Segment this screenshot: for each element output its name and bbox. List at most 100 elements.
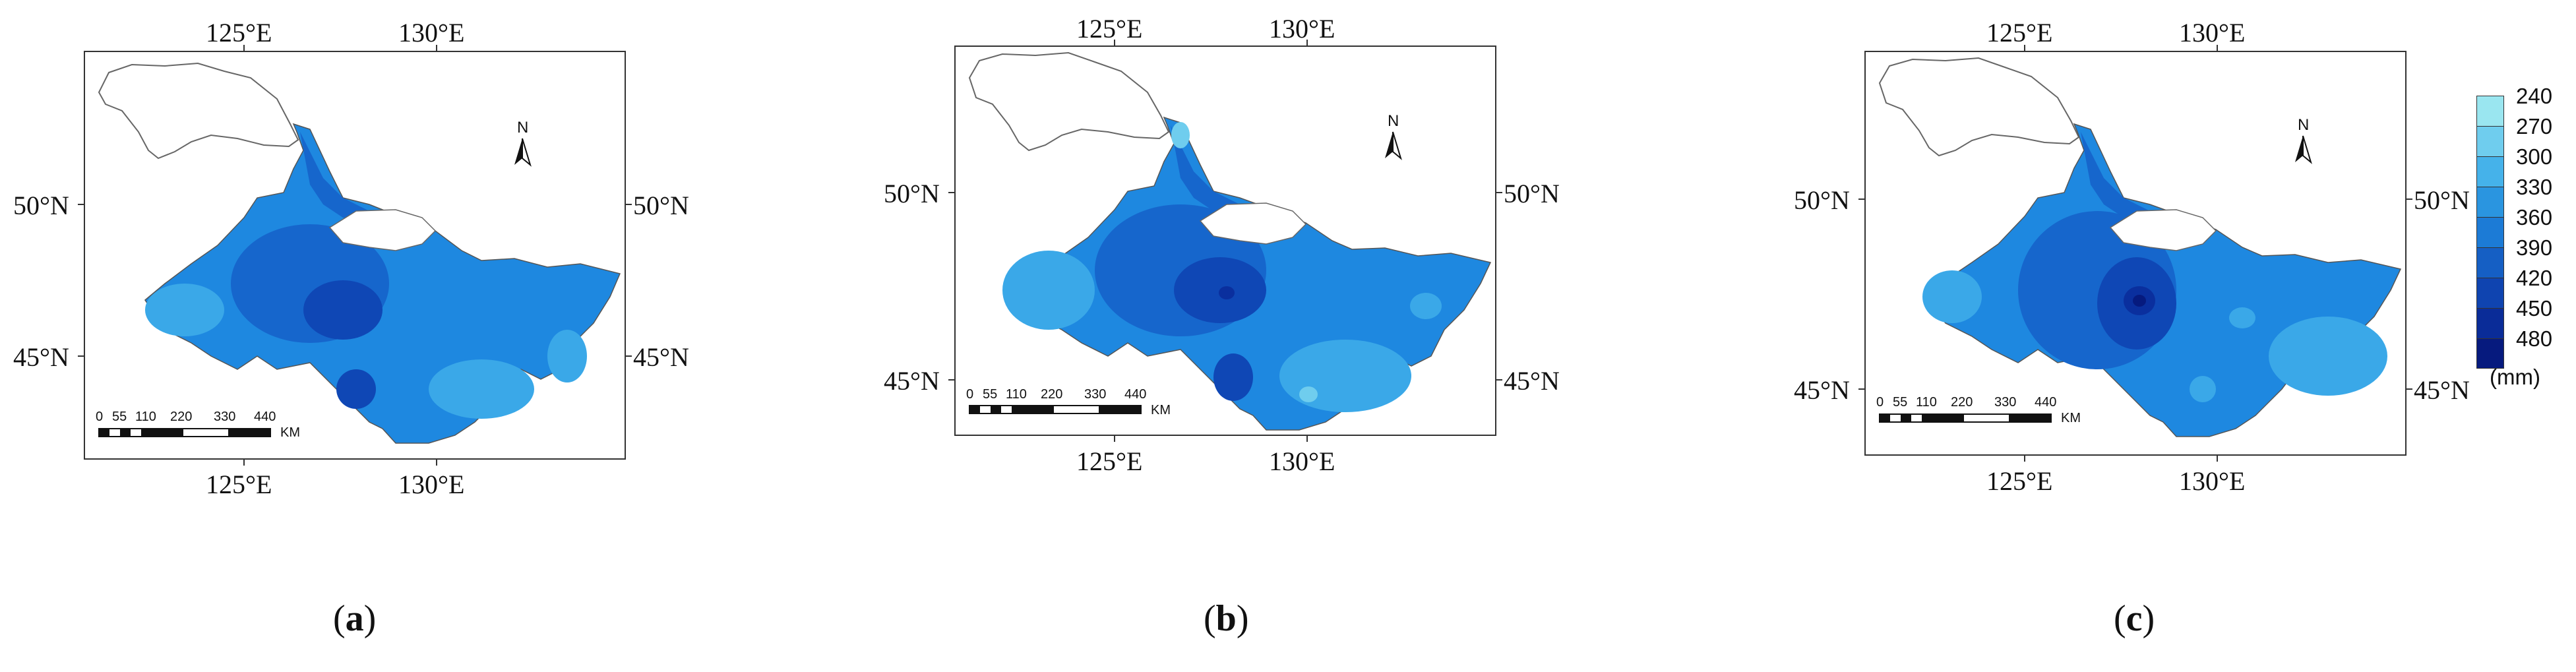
north-arrow-icon	[2295, 135, 2312, 164]
lat-label-right-2: 45°N	[633, 342, 689, 372]
legend-label-390: 390	[2516, 235, 2553, 260]
scale-label-440: 440	[254, 410, 276, 424]
river-strip	[1171, 125, 1293, 228]
zone-300-330-southeast	[2269, 317, 2387, 396]
scale-label-55: 55	[112, 410, 127, 424]
map-panel-c: 125°E 130°E 125°E 130°E 50°N 45°N 50°N 4…	[1781, 0, 2470, 672]
lon-label-top-2: 130°E	[398, 18, 465, 47]
zone-300-330-west	[1002, 251, 1095, 330]
lake	[2109, 209, 2217, 251]
zone-420-450	[1219, 286, 1235, 299]
lat-label-left-2: 45°N	[884, 366, 940, 396]
lake	[1199, 202, 1307, 245]
river-strip	[300, 132, 422, 234]
zone-300-330-southeast	[429, 359, 534, 419]
scale-label-110: 110	[135, 410, 156, 424]
legend-label-360: 360	[2516, 205, 2553, 229]
northern-region	[98, 62, 299, 160]
legend-swatch-0	[2476, 96, 2504, 126]
zone-390-420-south	[1213, 353, 1253, 401]
lat-label-left-2: 45°N	[13, 342, 69, 372]
panel-caption-c: (c)	[2114, 598, 2155, 639]
legend-label-270: 270	[2516, 114, 2553, 138]
frame-ticks	[78, 45, 632, 466]
legend-label-420: 420	[2516, 266, 2553, 290]
northern-region	[968, 51, 1170, 152]
lat-label-left-1: 50°N	[884, 179, 940, 208]
lat-label-right-1: 50°N	[2414, 185, 2470, 215]
scale-unit: KM	[2061, 411, 2081, 425]
scale-label-55: 55	[983, 387, 998, 402]
lon-label-bottom-1: 125°E	[206, 470, 272, 499]
scale-label-330: 330	[1084, 387, 1107, 402]
lon-label-top-2: 130°E	[2179, 18, 2246, 47]
zone-300-330-spot	[1299, 386, 1318, 402]
scale-label-110: 110	[1916, 395, 1937, 410]
lat-label-right-2: 45°N	[2414, 375, 2470, 405]
legend-unit: (mm)	[2490, 365, 2540, 389]
map-frame	[84, 51, 626, 460]
legend-label-450: 450	[2516, 296, 2553, 321]
river-strip	[2081, 132, 2203, 234]
lon-label-top-2: 130°E	[1269, 14, 1335, 44]
lon-label-bottom-2: 130°E	[1269, 446, 1335, 476]
map-a	[78, 45, 632, 466]
lat-label-left-1: 50°N	[1794, 185, 1850, 215]
legend-label-330: 330	[2516, 175, 2553, 199]
scale-label-110: 110	[1006, 387, 1027, 402]
scale-label-0: 0	[966, 387, 974, 402]
legend-colorbar	[2476, 96, 2504, 369]
zone-420-450-core	[2133, 295, 2146, 307]
lon-label-top-1: 125°E	[1076, 14, 1143, 44]
scale-label-330: 330	[1994, 395, 2017, 410]
frame-ticks	[1858, 45, 2412, 462]
scale-unit: KM	[280, 425, 300, 440]
lake	[328, 209, 437, 251]
northern-region	[1878, 57, 2080, 157]
map-frame	[1864, 51, 2407, 456]
scale-bar	[969, 405, 1142, 414]
map-frame	[954, 46, 1496, 436]
legend-swatch-6	[2476, 278, 2504, 308]
scale-label-220: 220	[1041, 387, 1063, 402]
scale-bar	[1879, 413, 2052, 423]
zone-300-330-east	[2229, 307, 2255, 328]
scale-label-330: 330	[214, 410, 236, 424]
north-arrow-icon	[1385, 131, 1402, 160]
map-panel-b: 125°E 130°E 125°E 130°E 50°N 45°N 50°N 4…	[871, 0, 1560, 672]
lat-label-right-2: 45°N	[1504, 366, 1560, 396]
zone-300-330-south	[2190, 376, 2216, 402]
legend-label-240: 240	[2516, 84, 2553, 108]
panel-caption-a: (a)	[333, 598, 377, 639]
lon-label-bottom-1: 125°E	[1986, 466, 2053, 496]
north-label: N	[2298, 116, 2310, 134]
scale-label-0: 0	[1876, 395, 1884, 410]
map-panel-a: 125°E 130°E 125°E 130°E 50°N 45°N 50°N 4…	[0, 0, 689, 672]
lon-label-top-1: 125°E	[1986, 18, 2053, 47]
zone-300-330-east	[547, 330, 587, 382]
zone-300-330-east	[1410, 293, 1442, 319]
legend-swatch-4	[2476, 217, 2504, 247]
lat-label-right-1: 50°N	[633, 191, 689, 220]
scale-label-0: 0	[96, 410, 104, 424]
legend-label-300: 300	[2516, 144, 2553, 169]
scale-label-440: 440	[2035, 395, 2057, 410]
map-c	[1858, 45, 2412, 462]
lat-label-left-1: 50°N	[13, 191, 69, 220]
lon-label-bottom-2: 130°E	[2179, 466, 2246, 496]
north-arrow-icon	[514, 138, 532, 167]
panel-caption-b: (b)	[1204, 598, 1249, 639]
lat-label-right-1: 50°N	[1504, 179, 1560, 208]
frame-ticks	[948, 40, 1502, 442]
scale-label-55: 55	[1893, 395, 1908, 410]
legend-swatch-3	[2476, 187, 2504, 217]
zone-390-420	[303, 280, 383, 340]
zone-390-420-south	[336, 369, 376, 409]
scale-label-220: 220	[170, 410, 193, 424]
scale-bar	[98, 428, 271, 437]
legend-swatch-2	[2476, 156, 2504, 187]
scale-unit: KM	[1151, 403, 1171, 417]
legend-swatch-1	[2476, 126, 2504, 156]
legend-swatch-8	[2476, 338, 2504, 369]
map-b	[948, 40, 1502, 442]
